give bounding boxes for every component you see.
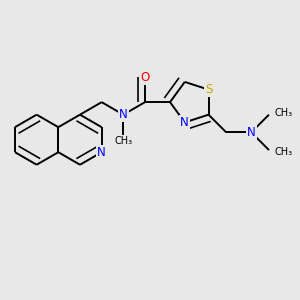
Text: N: N <box>180 116 189 129</box>
Text: S: S <box>205 83 212 96</box>
Text: N: N <box>247 126 256 139</box>
Text: CH₃: CH₃ <box>114 136 132 146</box>
Text: CH₃: CH₃ <box>274 146 292 157</box>
Text: N: N <box>119 108 128 121</box>
Text: N: N <box>97 146 106 159</box>
Text: CH₃: CH₃ <box>274 108 292 118</box>
Text: O: O <box>140 70 150 84</box>
